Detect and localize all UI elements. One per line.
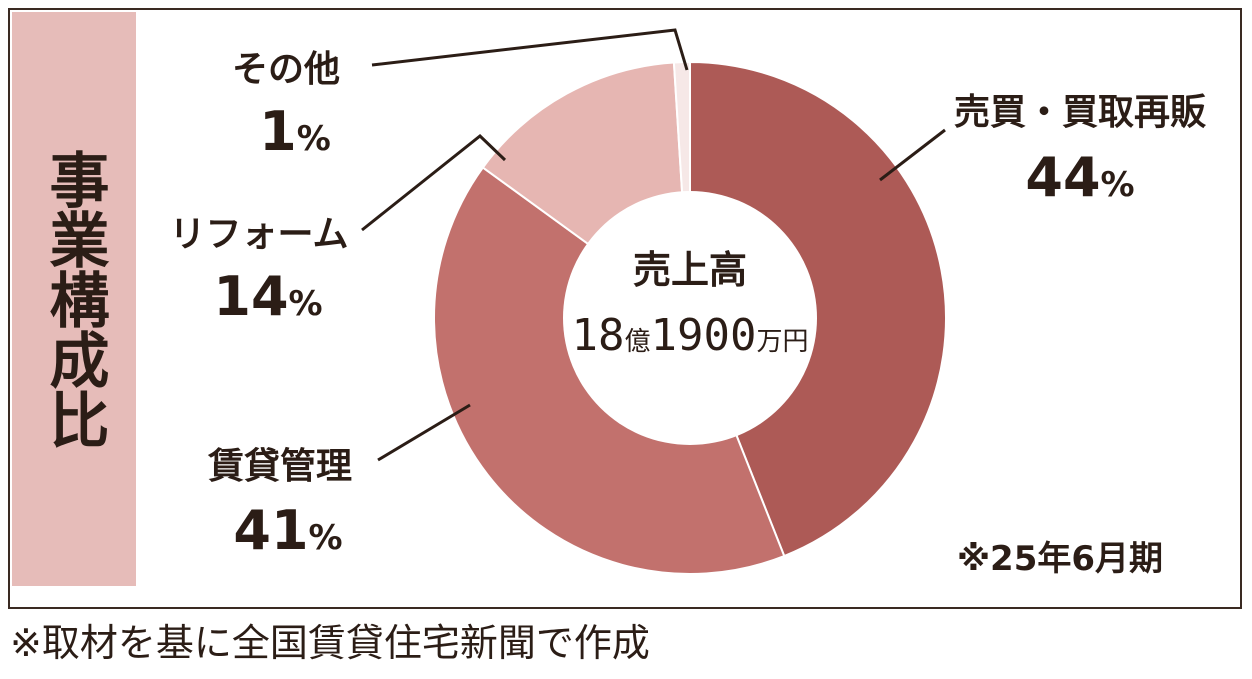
center-amount-oku-num: 18 bbox=[572, 310, 625, 361]
slice-sales-resale bbox=[689, 60, 947, 558]
center-amount: 18億1900万円 bbox=[572, 310, 809, 361]
slice-value-num: 44 bbox=[1025, 146, 1100, 209]
slice-label-rental-management: 賃貸管理 bbox=[207, 446, 352, 487]
leader-other bbox=[371, 28, 689, 71]
side-title: 事業構成比 bbox=[39, 149, 109, 449]
slice-label-other: その他 bbox=[232, 49, 340, 90]
leader-sales-resale bbox=[879, 128, 946, 182]
slice-value-rental-management: 41% bbox=[233, 499, 342, 562]
percent-sign: % bbox=[309, 518, 343, 558]
donut-hole bbox=[563, 191, 817, 445]
percent-sign: % bbox=[289, 284, 323, 324]
slice-value-sales-resale: 44% bbox=[1025, 146, 1134, 209]
source-note: ※取材を基に全国賃貸住宅新聞で作成 bbox=[10, 621, 650, 665]
leader-rental-management bbox=[377, 403, 471, 462]
slice-value-num: 1 bbox=[259, 100, 297, 163]
slice-value-other: 1% bbox=[259, 100, 331, 163]
slice-label-reform: リフォーム bbox=[170, 214, 349, 255]
side-title-band: 事業構成比 bbox=[12, 12, 136, 586]
leader-lines bbox=[361, 28, 946, 462]
percent-sign: % bbox=[297, 119, 331, 159]
center-amount-man-unit: 万円 bbox=[756, 327, 808, 357]
center-amount-oku-unit: 億 bbox=[624, 327, 650, 357]
slice-value-num: 41 bbox=[233, 499, 308, 562]
percent-sign: % bbox=[1101, 165, 1135, 205]
period-note: ※25年6月期 bbox=[957, 539, 1163, 579]
leader-reform bbox=[361, 134, 507, 232]
slice-value-num: 14 bbox=[213, 265, 288, 328]
center-amount-man-num: 1900 bbox=[651, 310, 757, 361]
slice-value-reform: 14% bbox=[213, 265, 322, 328]
center-title: 売上高 bbox=[633, 248, 747, 292]
slice-label-sales-resale: 売買・買取再販 bbox=[954, 92, 1207, 133]
